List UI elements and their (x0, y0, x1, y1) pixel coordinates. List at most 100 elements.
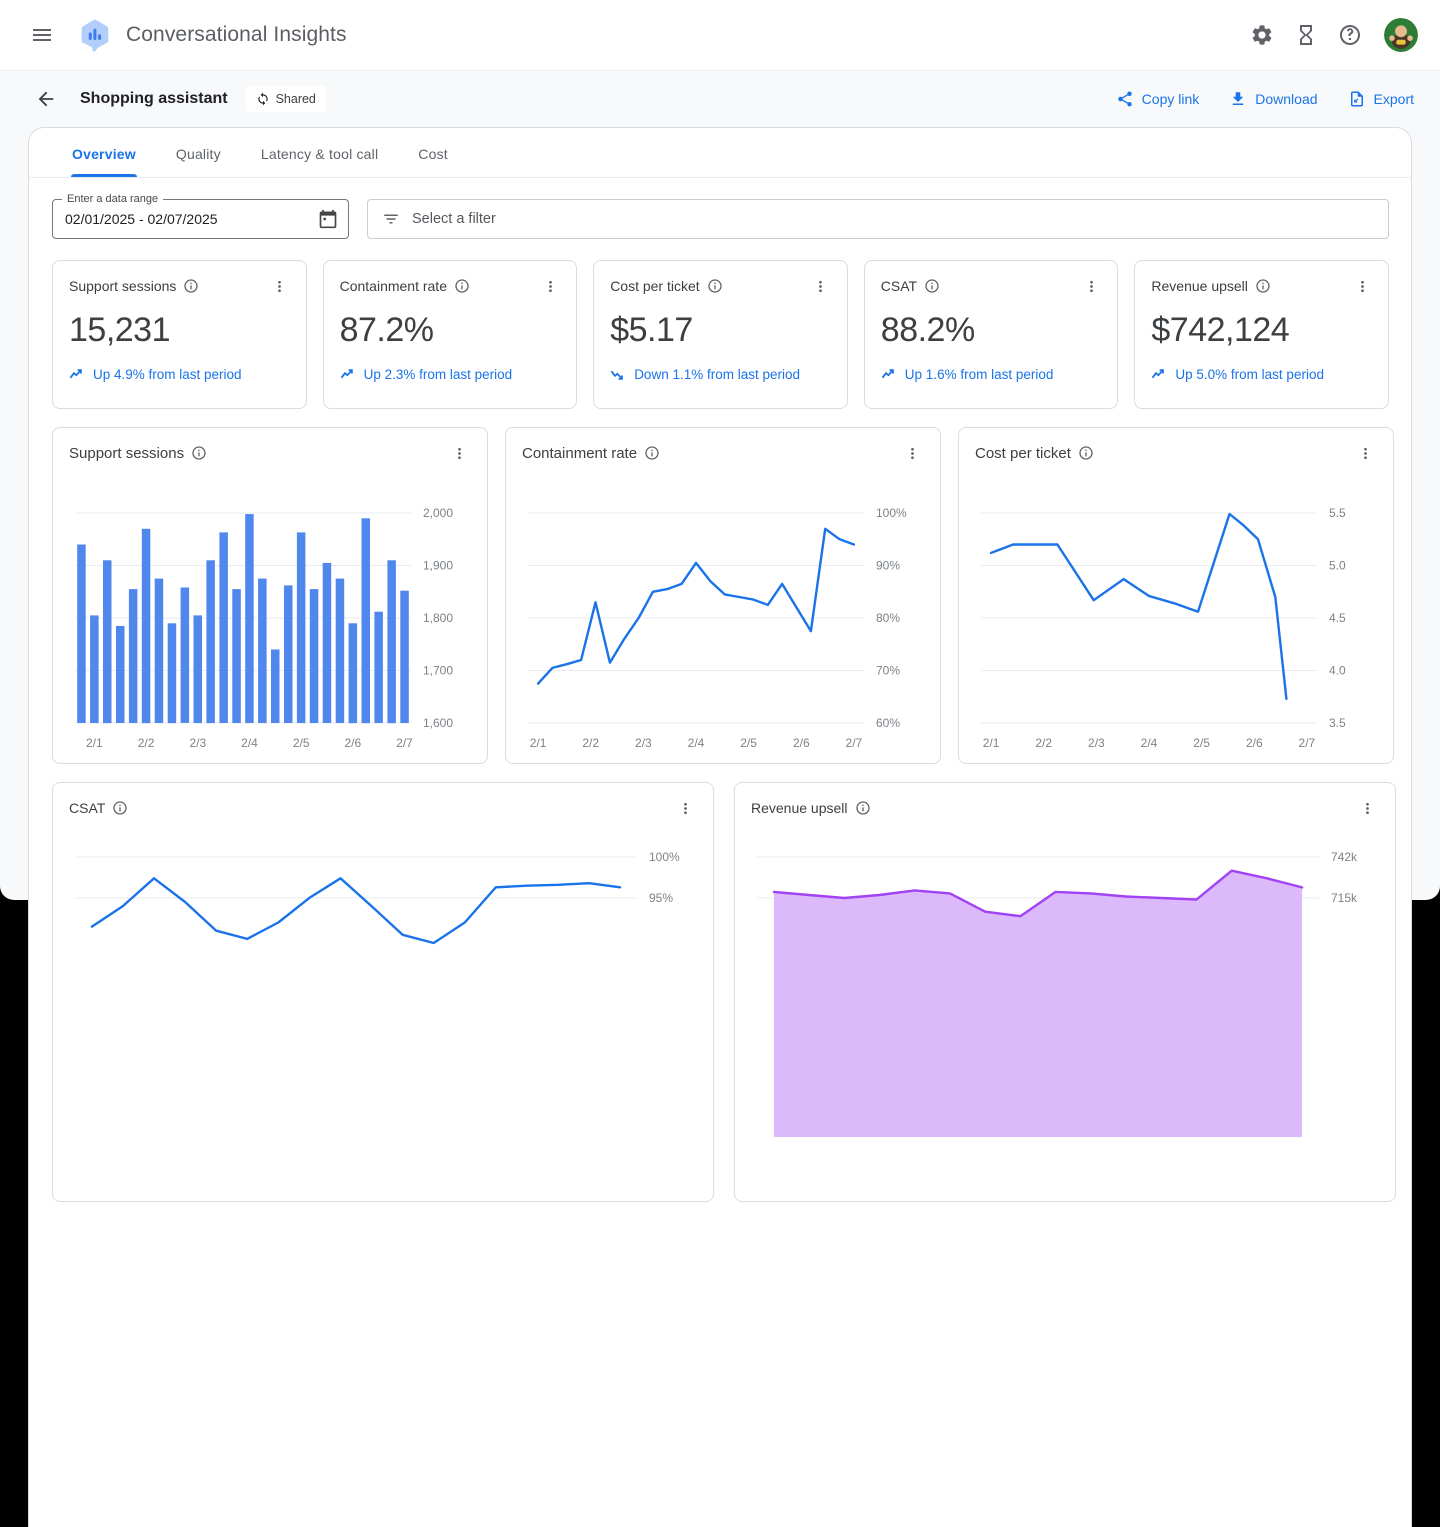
user-avatar[interactable] (1384, 18, 1418, 52)
report-tabs: Overview Quality Latency & tool call Cos… (29, 128, 1411, 178)
help-icon[interactable] (1330, 15, 1370, 55)
export-file-icon (1350, 91, 1363, 107)
card-menu-icon[interactable] (1079, 274, 1103, 298)
kpi-card-support-sessions: Support sessions 15,231 Up 4.9% from las… (52, 260, 307, 409)
kpi-title: CSAT (880, 278, 918, 294)
kpi-value: 15,231 (69, 311, 170, 349)
svg-text:5.0: 5.0 (1329, 559, 1346, 573)
card-menu-icon[interactable] (809, 274, 833, 298)
card-menu-icon[interactable] (673, 796, 697, 820)
chart-row: Support sessions 1,600 1,700 1,800 1,900 2,0… (29, 409, 1411, 764)
svg-text:2/6: 2/6 (793, 736, 810, 750)
info-icon[interactable] (1078, 445, 1094, 461)
kpi-value: 88.2% (880, 311, 975, 349)
svg-text:715k: 715k (1331, 891, 1358, 905)
info-icon[interactable] (1255, 278, 1271, 294)
app-header: Conversational Insights (0, 0, 1440, 71)
revenue-upsell-area-chart: 742k 715k (757, 850, 1358, 1137)
svg-text:2/2: 2/2 (582, 736, 599, 750)
tab-latency-tool-call[interactable]: Latency & tool call (260, 146, 379, 162)
calendar-icon[interactable] (318, 209, 338, 229)
kpi-trend-text: Down 1.1% from last period (634, 367, 801, 382)
trend-up-icon (881, 369, 894, 379)
svg-text:5.5: 5.5 (1329, 506, 1346, 520)
kpi-trend-text: Up 4.9% from last period (93, 367, 242, 382)
info-icon[interactable] (183, 278, 199, 294)
back-arrow-icon[interactable] (26, 79, 66, 119)
download-icon (1233, 92, 1244, 105)
svg-text:3.5: 3.5 (1329, 716, 1346, 730)
info-icon[interactable] (191, 445, 207, 461)
card-menu-icon[interactable] (1355, 796, 1379, 820)
report-panel: Overview Quality Latency & tool call Cos… (28, 127, 1412, 1527)
tab-quality[interactable]: Quality (175, 146, 221, 162)
chart-title: Cost per ticket (975, 444, 1071, 462)
svg-text:2/3: 2/3 (1088, 736, 1105, 750)
kpi-title: Revenue upsell (1151, 278, 1248, 294)
info-icon[interactable] (855, 800, 871, 816)
card-menu-icon[interactable] (1350, 274, 1374, 298)
cost-per-ticket-line-chart: 3.5 4.0 4.5 5.0 5.5 2/1 2/2 2/3 2/4 2/5 2/6 2/7 (981, 506, 1346, 750)
trend-up-icon (340, 369, 353, 379)
chart-card-support-sessions: Support sessions 1,600 1,700 1,800 1,900 2,0… (52, 427, 488, 764)
card-menu-icon[interactable] (268, 274, 292, 298)
kpi-trend-text: Up 5.0% from last period (1175, 367, 1324, 382)
app-title: Conversational Insights (126, 23, 347, 46)
card-menu-icon[interactable] (538, 274, 562, 298)
hourglass-icon[interactable] (1286, 15, 1326, 55)
kpi-value: 87.2% (339, 311, 434, 349)
card-menu-icon[interactable] (1353, 441, 1377, 465)
svg-text:2,000: 2,000 (423, 506, 453, 520)
info-icon[interactable] (924, 278, 940, 294)
download-button[interactable]: Download (1229, 90, 1318, 108)
sync-icon (257, 92, 268, 106)
hamburger-menu-icon[interactable] (22, 15, 62, 55)
svg-text:2/5: 2/5 (1193, 736, 1210, 750)
svg-text:90%: 90% (876, 559, 900, 573)
kpi-card-containment-rate: Containment rate 87.2% Up 2.3% from last… (322, 260, 578, 409)
csat-line-chart: 100% 95% (75, 850, 680, 945)
svg-text:70%: 70% (876, 664, 900, 678)
svg-text:2/2: 2/2 (1035, 736, 1052, 750)
card-menu-icon[interactable] (447, 441, 471, 465)
settings-gear-icon[interactable] (1242, 15, 1282, 55)
svg-text:2/6: 2/6 (1246, 736, 1263, 750)
tab-overview[interactable]: Overview (52, 128, 156, 177)
info-icon[interactable] (112, 800, 128, 816)
date-range-input[interactable]: Enter a data range 02/01/2025 - 02/07/20… (52, 193, 349, 239)
svg-text:60%: 60% (876, 716, 900, 730)
kpi-trend-text: Up 2.3% from last period (363, 367, 513, 382)
svg-text:2/4: 2/4 (1141, 736, 1158, 750)
filter-select[interactable]: Select a filter (367, 199, 1389, 239)
svg-text:2/5: 2/5 (740, 736, 757, 750)
filter-placeholder: Select a filter (412, 211, 496, 227)
kpi-value: $5.17 (610, 311, 693, 349)
info-icon[interactable] (644, 445, 660, 461)
chart-card-containment-rate: Containment rate 60% 70% 80% 90% 100% 2/1 2/2 2… (505, 427, 941, 764)
page-toolbar: Shopping assistant Shared Copy link Down… (0, 71, 1440, 127)
page-title: Shopping assistant (80, 90, 228, 107)
svg-text:4.5: 4.5 (1329, 611, 1346, 625)
kpi-card-csat: CSAT 88.2% Up 1.6% from last period (863, 260, 1119, 409)
kpi-trend-text: Up 1.6% from last period (904, 367, 1054, 382)
svg-text:2/7: 2/7 (396, 736, 413, 750)
support-sessions-bar-chart: 1,600 1,700 1,800 1,900 2,000 2/1 2/2 2/3 2/4 2/5… (75, 506, 453, 750)
svg-text:2/2: 2/2 (138, 736, 155, 750)
chart-title: CSAT (69, 800, 106, 816)
chart-card-csat: CSAT 100% 95% (52, 782, 714, 1202)
shared-status-badge: Shared (245, 86, 326, 112)
kpi-card-revenue-upsell: Revenue upsell $742,124 Up 5.0% from las… (1134, 260, 1389, 409)
bottom-chart-row: CSAT 100% 95% Revenue upsell 742k 715k (29, 764, 1411, 1202)
svg-text:1,800: 1,800 (423, 611, 453, 625)
info-icon[interactable] (707, 278, 723, 294)
info-icon[interactable] (454, 278, 470, 294)
chart-title: Revenue upsell (751, 800, 848, 816)
date-range-value: 02/01/2025 - 02/07/2025 (65, 211, 218, 227)
tab-cost[interactable]: Cost (418, 146, 448, 162)
kpi-card-cost-per-ticket: Cost per ticket $5.17 Down 1.1% from las… (593, 260, 848, 409)
trend-up-icon (69, 369, 82, 379)
chart-title: Support sessions (69, 444, 185, 462)
card-menu-icon[interactable] (900, 441, 924, 465)
export-button[interactable]: Export (1348, 90, 1414, 108)
copy-link-button[interactable]: Copy link (1116, 90, 1199, 108)
